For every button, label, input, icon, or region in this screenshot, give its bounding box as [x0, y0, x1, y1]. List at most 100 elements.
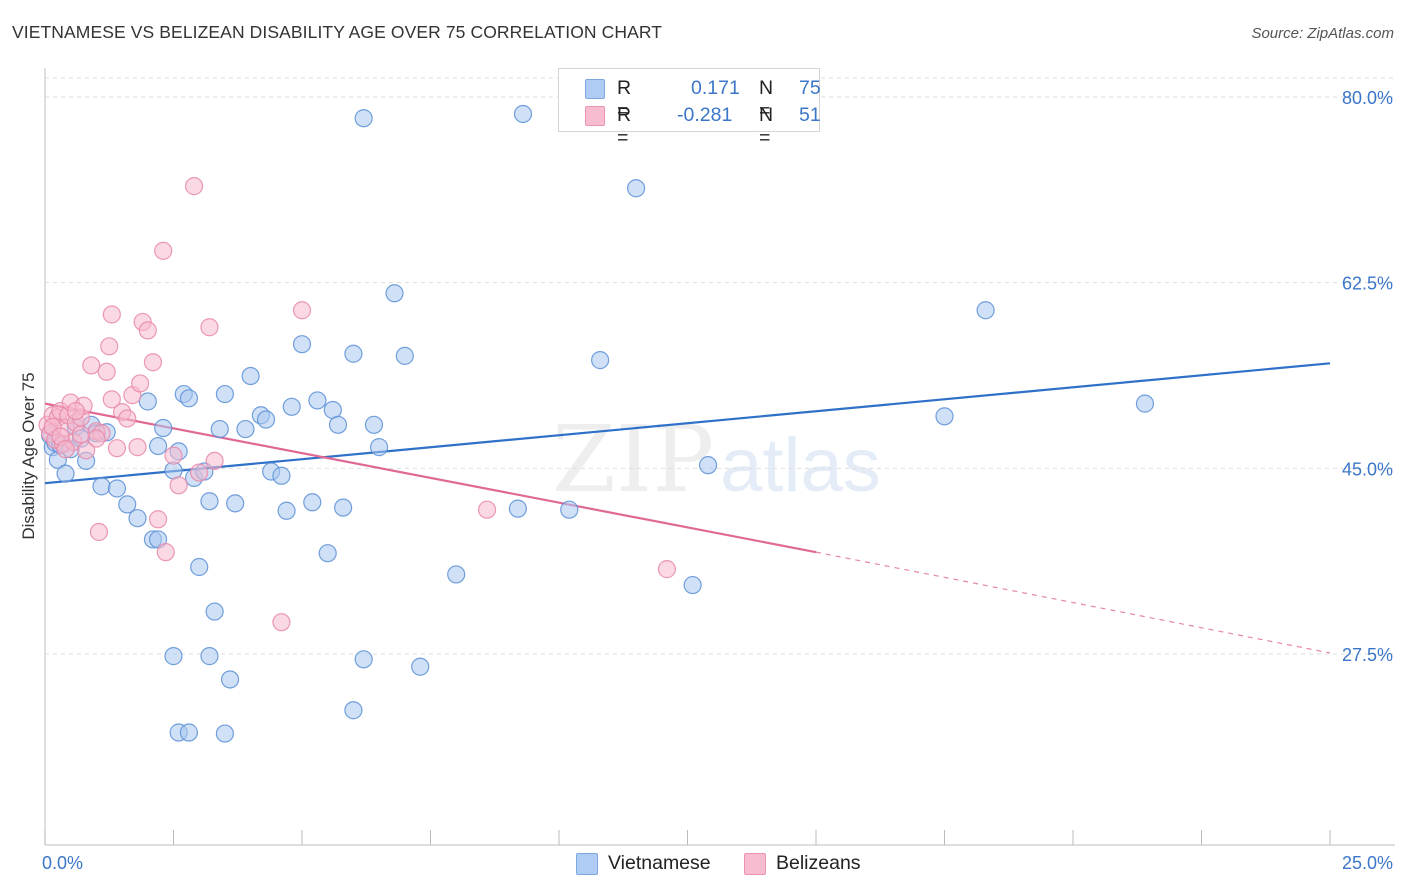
point-vietnamese [256, 410, 276, 429]
x-tick-label-max: 25.0% [1342, 853, 1393, 873]
point-vietnamese [395, 346, 414, 365]
point-vietnamese [318, 544, 337, 563]
point-vietnamese [976, 301, 995, 320]
point-vietnamese [179, 389, 199, 408]
y-tick-label: 27.5% [1342, 645, 1393, 665]
point-vietnamese [92, 477, 111, 496]
point-belizeans [118, 409, 137, 428]
trend-line-belizeans [44, 402, 817, 554]
point-belizeans [102, 305, 121, 324]
point-vietnamese [190, 557, 209, 577]
point-vietnamese [354, 109, 373, 128]
legend-n-value: 75 [799, 77, 821, 99]
axes [44, 68, 1395, 846]
point-vietnamese [118, 495, 137, 514]
point-belizeans [205, 451, 224, 471]
point-belizeans [89, 522, 109, 542]
point-vietnamese [364, 415, 384, 434]
point-belizeans [143, 353, 163, 372]
point-vietnamese [308, 391, 327, 410]
point-belizeans [71, 425, 91, 444]
point-vietnamese [282, 397, 301, 416]
legend-swatch-belizeans [585, 106, 605, 126]
bottom-legend-swatch-vietnamese [576, 853, 598, 875]
grid-lines [45, 77, 1395, 655]
point-vietnamese [328, 415, 348, 434]
point-belizeans [200, 318, 219, 337]
legend-r-label: R = [617, 104, 632, 149]
legend-r-label: R = [617, 77, 632, 122]
trend-line-vietnamese [44, 362, 1331, 485]
bottom-legend-label-belizeans: Belizeans [776, 852, 861, 874]
point-belizeans [128, 438, 147, 457]
data-points [38, 104, 1155, 743]
point-vietnamese [591, 351, 610, 370]
point-belizeans [657, 560, 677, 579]
point-vietnamese [560, 500, 579, 519]
stats-legend: R = 0.171 N = 75 R = -0.281 N = 51 [558, 68, 821, 149]
point-belizeans [100, 337, 119, 356]
point-vietnamese [138, 392, 157, 411]
watermark-atlas: atlas [720, 423, 881, 508]
point-vietnamese [344, 344, 363, 363]
point-belizeans [82, 356, 101, 375]
point-belizeans [130, 374, 150, 393]
point-vietnamese [226, 494, 245, 513]
point-vietnamese [241, 366, 260, 386]
point-vietnamese [354, 650, 373, 669]
point-belizeans [107, 439, 127, 458]
bottom-legend-label-vietnamese: Vietnamese [608, 852, 711, 874]
point-vietnamese [210, 419, 229, 439]
legend-n-label: N = [759, 104, 774, 149]
point-belizeans [184, 177, 204, 196]
y-tick-label: 62.5% [1342, 274, 1393, 294]
point-vietnamese [107, 479, 127, 498]
point-vietnamese [370, 438, 389, 457]
y-tick-label: 45.0% [1342, 459, 1393, 479]
y-axis-title: Disability Age Over 75 [19, 372, 38, 539]
point-vietnamese [411, 657, 430, 676]
point-vietnamese [56, 464, 75, 483]
point-vietnamese [344, 701, 363, 720]
point-belizeans [66, 401, 85, 421]
trend-line-belizeans-extension [815, 551, 1331, 654]
point-belizeans [190, 463, 209, 482]
point-belizeans [102, 390, 121, 409]
point-belizeans [477, 500, 497, 519]
point-vietnamese [154, 418, 173, 438]
point-vietnamese [164, 647, 183, 666]
tick-labels: 27.5% 45.0% 62.5% 80.0% 0.0% 25.0% Disability … [19, 88, 1393, 873]
legend-r-value: 0.171 [691, 77, 740, 99]
point-vietnamese [205, 602, 224, 621]
point-belizeans [97, 362, 116, 381]
point-belizeans [169, 476, 188, 495]
bottom-legend-swatch-belizeans [744, 853, 766, 875]
point-vietnamese [128, 509, 147, 528]
point-vietnamese [508, 499, 527, 518]
point-vietnamese [215, 384, 234, 404]
point-vietnamese [236, 419, 255, 439]
point-vietnamese [220, 670, 240, 689]
point-vietnamese [513, 104, 533, 124]
legend-swatch-vietnamese [585, 79, 605, 99]
point-vietnamese [292, 335, 312, 354]
point-vietnamese [272, 466, 291, 485]
point-vietnamese [200, 492, 219, 511]
point-belizeans [87, 429, 106, 448]
trend-lines [44, 362, 1331, 654]
point-belizeans [292, 301, 312, 320]
point-vietnamese [215, 724, 234, 743]
point-belizeans [138, 321, 157, 340]
y-tick-label: 80.0% [1342, 88, 1393, 108]
legend-n-value: 51 [799, 104, 821, 126]
point-vietnamese [277, 501, 296, 520]
point-vietnamese [935, 407, 954, 426]
point-belizeans [56, 440, 75, 459]
point-vietnamese [303, 493, 322, 512]
point-vietnamese [148, 436, 168, 456]
point-vietnamese [385, 284, 404, 303]
point-belizeans [156, 543, 175, 562]
point-belizeans [148, 510, 168, 529]
point-vietnamese [179, 723, 199, 742]
legend-n-label: N = [759, 77, 774, 122]
